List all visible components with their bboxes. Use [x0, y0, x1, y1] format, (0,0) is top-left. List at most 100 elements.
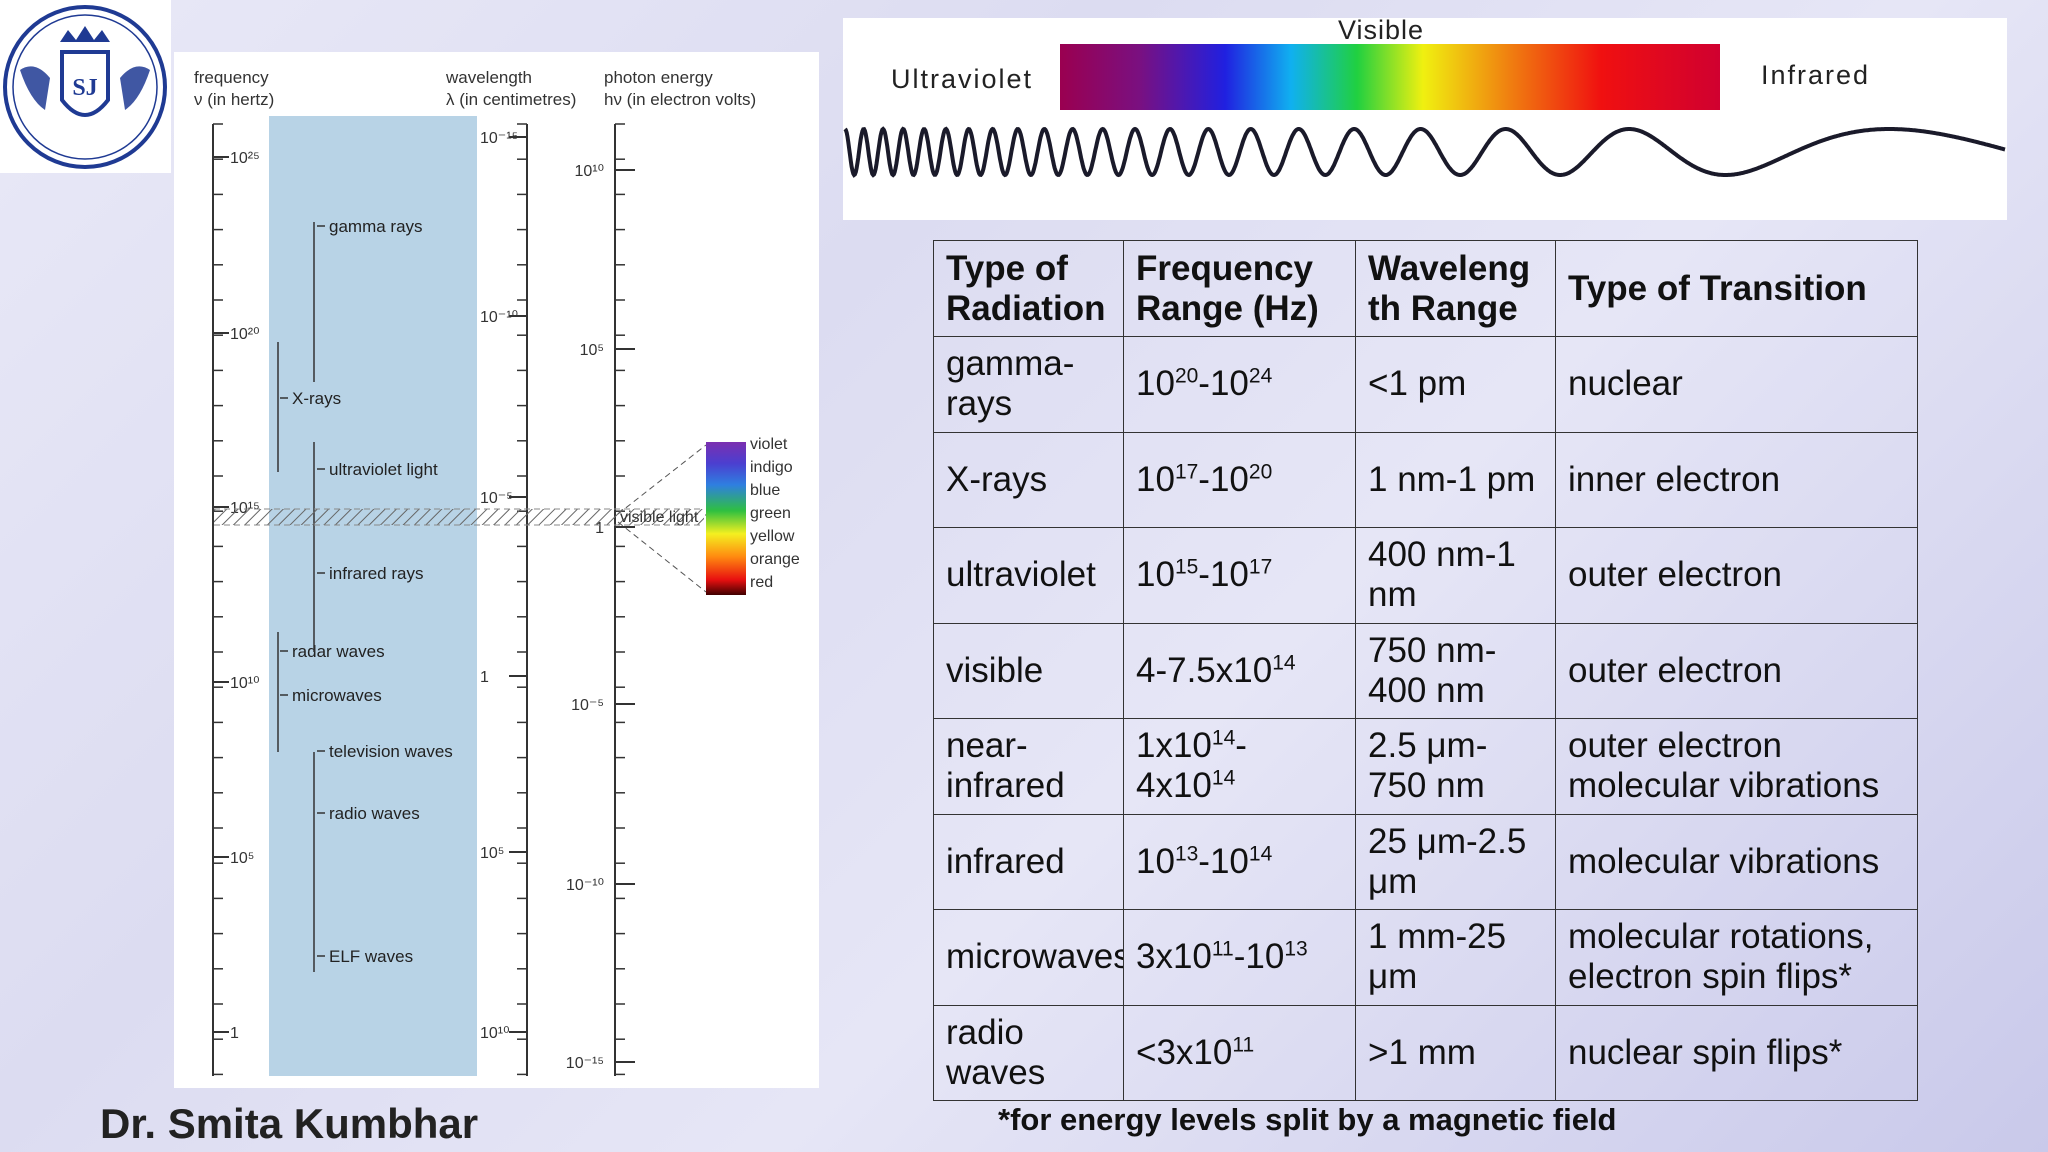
visible-color-label: orange [750, 551, 800, 568]
table-row: visible 4-7.5x1014 750 nm-400 nm outer elec… [933, 622, 1918, 719]
table-row: gamma-rays 1020-1024 <1 pm nuclear [933, 336, 1918, 433]
header-frequency-range: Frequency Range (Hz) [1123, 240, 1356, 337]
cell-transition-type: nuclear [1555, 336, 1918, 433]
band-label: television waves [329, 742, 453, 761]
spectrum-band-background [269, 116, 477, 1076]
institution-logo: SJ [0, 0, 171, 173]
freq-base: 10 [1209, 364, 1249, 404]
freq-base: <3x10 [1136, 1032, 1233, 1072]
freq-exponent: 14 [1211, 766, 1236, 790]
freq-base: 10 [1245, 937, 1285, 977]
table-row: X-rays 1017-1020 1 nm-1 pm inner electron [933, 431, 1918, 528]
author-name: Dr. Smita Kumbhar [100, 1100, 479, 1147]
freq-base: 4x10 [1136, 766, 1212, 806]
band-label: gamma rays [329, 217, 423, 236]
cell-radiation-type: radio waves [933, 1004, 1124, 1101]
band-label: X-rays [292, 389, 341, 408]
freq-exponent: 17 [1248, 555, 1273, 579]
wl-tick-label: 10¹⁰ [480, 1025, 510, 1042]
freq-base: 10 [1209, 459, 1249, 499]
cell-frequency-range: <3x1011 [1123, 1004, 1356, 1101]
header-type-of-radiation: Type of Radiation [933, 240, 1124, 337]
freq-exponent: 14 [1211, 726, 1236, 750]
visible-spectrum-strip: Visible Ultraviolet Infrared [843, 15, 2007, 220]
band-label: ELF waves [329, 947, 413, 966]
energy-header-2: hν (in electron volts) [604, 90, 756, 109]
wavelength-header-1: wavelength [445, 68, 532, 87]
cell-radiation-type: infrared [933, 813, 1124, 910]
cell-wavelength-range: 1 mm-25 μm [1355, 909, 1556, 1006]
table-row: near-infrared 1x1014-4x1014 2.5 μm-750 nm o… [933, 718, 1918, 815]
wl-tick-label: 10⁻¹⁰ [480, 309, 518, 326]
cell-frequency-range: 1x1014-4x1014 [1123, 718, 1356, 815]
freq-base: 3x10 [1136, 937, 1212, 977]
cell-radiation-type: gamma-rays [933, 336, 1124, 433]
wl-tick-label: 10⁻¹⁵ [480, 130, 518, 147]
visible-color-label: indigo [750, 459, 793, 476]
cell-wavelength-range: <1 pm [1355, 336, 1556, 433]
infrared-label: Infrared [1761, 60, 1870, 90]
radiation-table: Type of Radiation Frequency Range (Hz) W… [933, 240, 1918, 1101]
freq-tick-label: 1 [230, 1025, 239, 1042]
en-tick-label: 10⁻¹⁵ [566, 1055, 604, 1072]
cell-transition-type: outer electron [1555, 527, 1918, 624]
visible-color-label: yellow [750, 528, 795, 545]
freq-base: 10 [1136, 555, 1175, 595]
freq-exponent: 11 [1232, 1033, 1255, 1057]
energy-header-1: photon energy [604, 68, 713, 87]
cell-transition-type: molecular vibrations [1555, 813, 1918, 910]
cell-frequency-range: 1020-1024 [1123, 336, 1356, 433]
visible-color-label: blue [750, 482, 780, 499]
freq-tick-label: 10²⁵ [230, 150, 260, 167]
visible-color-label: red [750, 574, 773, 591]
cell-transition-type: inner electron [1555, 431, 1918, 528]
header-wavelength-range: Waveleng th Range [1355, 240, 1556, 337]
cell-wavelength-range: >1 mm [1355, 1004, 1556, 1101]
visible-light-label: visible light [620, 509, 699, 526]
logo-letters: SJ [72, 75, 97, 101]
freq-header-2: ν (in hertz) [194, 90, 274, 109]
wl-tick-label: 10⁻⁵ [480, 490, 513, 507]
freq-header-1: frequency [194, 68, 269, 87]
visible-light-hatch [214, 509, 704, 525]
freq-base: 10 [1136, 459, 1175, 499]
visible-color-label: violet [750, 436, 788, 453]
header-type-of-transition: Type of Transition [1555, 240, 1918, 337]
wl-tick-label: 10⁵ [480, 845, 504, 862]
cell-wavelength-range: 25 μm-2.5 μm [1355, 813, 1556, 910]
en-tick-label: 1 [595, 520, 604, 537]
freq-tick-label: 10⁵ [230, 850, 254, 867]
cell-wavelength-range: 1 nm-1 pm [1355, 431, 1556, 528]
cell-frequency-range: 1013-1014 [1123, 813, 1356, 910]
en-tick-label: 10⁻¹⁰ [566, 877, 604, 894]
cell-radiation-type: visible [933, 622, 1124, 719]
freq-exponent: 11 [1211, 937, 1234, 961]
cell-transition-type: nuclear spin flips* [1555, 1004, 1918, 1101]
table-row: radio waves <3x1011 >1 mm nuclear spin flip… [933, 1004, 1918, 1101]
table-row: microwaves 3x1011-1013 1 mm-25 μm molecular… [933, 909, 1918, 1006]
cell-radiation-type: microwaves [933, 909, 1124, 1006]
visible-color-swatch [706, 442, 746, 595]
en-tick-label: 10⁵ [580, 342, 604, 359]
cell-frequency-range: 1017-1020 [1123, 431, 1356, 528]
freq-exponent: 14 [1272, 651, 1296, 675]
band-label: infrared rays [329, 564, 423, 583]
cell-transition-type: outer electron [1555, 622, 1918, 719]
em-spectrum-diagram: frequency ν (in hertz) wavelength λ (in … [174, 52, 819, 1088]
freq-exponent: 13 [1174, 842, 1199, 866]
freq-exponent: 20 [1248, 460, 1273, 484]
table-row: infrared 1013-1014 25 μm-2.5 μm molecular v… [933, 813, 1918, 910]
cell-frequency-range: 4-7.5x1014 [1123, 622, 1356, 719]
cell-wavelength-range: 750 nm-400 nm [1355, 622, 1556, 719]
freq-exponent: 15 [1174, 555, 1199, 579]
freq-tick-label: 10²⁰ [230, 326, 260, 343]
cell-wavelength-range: 2.5 μm-750 nm [1355, 718, 1556, 815]
en-tick-label: 10⁻⁵ [571, 697, 604, 714]
visible-color-label: green [750, 505, 791, 522]
freq-exponent: 14 [1248, 842, 1273, 866]
rainbow-bar [1060, 44, 1720, 110]
freq-base: 10 [1136, 364, 1175, 404]
freq-base: 10 [1209, 841, 1249, 881]
table-row: ultraviolet 1015-1017 400 nm-1 nm outer ele… [933, 527, 1918, 624]
freq-base: 1x10 [1136, 726, 1212, 766]
